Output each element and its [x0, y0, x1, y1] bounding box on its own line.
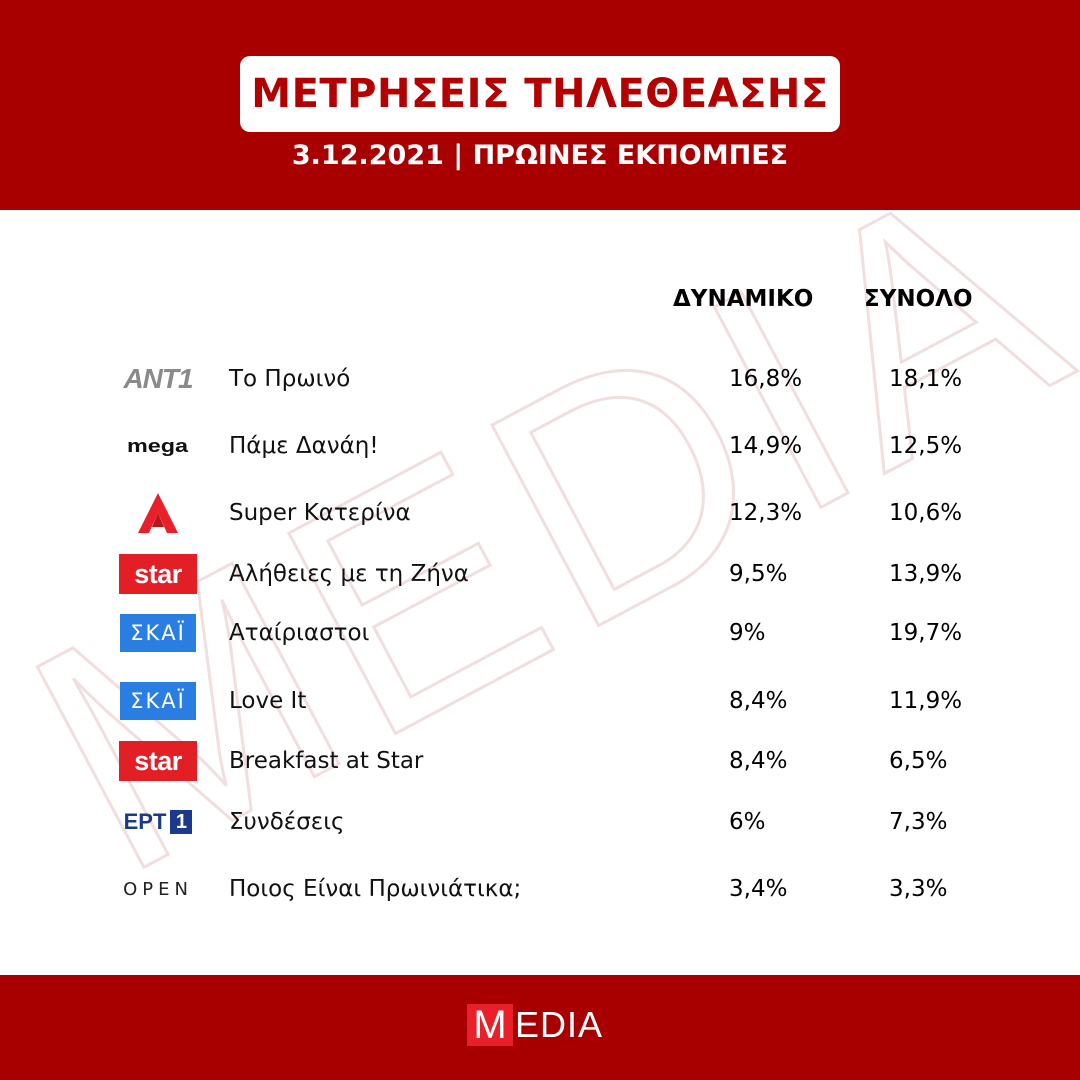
- show-name: Πάμε Δανάη!: [229, 433, 379, 459]
- media-logo: M EDIA: [467, 1003, 604, 1047]
- show-name: Συνδέσεις: [229, 809, 345, 835]
- table-row: star Αλήθειες με τη Ζήνα 9,5% 13,9%: [0, 549, 1080, 599]
- dynamiko-value: 6%: [729, 809, 766, 835]
- dynamiko-value: 12,3%: [729, 500, 803, 526]
- mega-logo-icon: mega: [127, 435, 189, 456]
- table-row: OPEN Ποιος Είναι Πρωινιάτικα; 3,4% 3,3%: [0, 864, 1080, 914]
- synolo-value: 3,3%: [889, 876, 948, 902]
- dynamiko-value: 8,4%: [729, 688, 788, 714]
- skai-logo-icon: ΣΚΑΪ: [115, 681, 201, 721]
- synolo-value: 11,9%: [889, 688, 963, 714]
- media-logo-initial: M: [467, 1003, 513, 1047]
- synolo-value: 10,6%: [889, 500, 963, 526]
- skai-logo-icon: ΣΚΑΪ: [115, 613, 201, 653]
- show-name: Το Πρωινό: [229, 366, 351, 392]
- table-row: ΣΚΑΪ Love It 8,4% 11,9%: [0, 676, 1080, 726]
- dynamiko-value: 9%: [729, 620, 766, 646]
- show-name: Love It: [229, 688, 307, 714]
- show-name: Αταίριαστοι: [229, 620, 370, 646]
- ert1-logo-icon: ΕΡΤ 1: [115, 802, 201, 842]
- synolo-value: 13,9%: [889, 561, 963, 587]
- column-header-synolo: ΣΥΝΟΛΟ: [864, 286, 973, 312]
- column-header-dynamiko: ΔΥΝΑΜΙΚΟ: [673, 286, 814, 312]
- table-row: mega Πάμε Δανάη! 14,9% 12,5%: [0, 421, 1080, 471]
- synolo-value: 18,1%: [889, 366, 963, 392]
- synolo-value: 7,3%: [889, 809, 948, 835]
- star-logo-icon: star: [115, 741, 201, 781]
- dynamiko-value: 3,4%: [729, 876, 788, 902]
- dynamiko-value: 8,4%: [729, 748, 788, 774]
- show-name: Super Κατερίνα: [229, 500, 411, 526]
- table-row: ΕΡΤ 1 Συνδέσεις 6% 7,3%: [0, 797, 1080, 847]
- alpha-logo-icon: [115, 493, 201, 533]
- show-name: Ποιος Είναι Πρωινιάτικα;: [229, 876, 522, 902]
- table-row: ANT1 Το Πρωινό 16,8% 18,1%: [0, 354, 1080, 404]
- page-title: ΜΕΤΡΗΣΕΙΣ ΤΗΛΕΘΕΑΣΗΣ: [251, 71, 829, 117]
- table-row: star Breakfast at Star 8,4% 6,5%: [0, 736, 1080, 786]
- footer-banner: [0, 975, 1080, 1080]
- open-logo-icon: OPEN: [123, 878, 193, 900]
- star-logo-icon: star: [115, 554, 201, 594]
- header-banner: ΜΕΤΡΗΣΕΙΣ ΤΗΛΕΘΕΑΣΗΣ 3.12.2021 | ΠΡΩΙΝΕΣ…: [0, 0, 1080, 210]
- synolo-value: 6,5%: [889, 748, 948, 774]
- show-name: Breakfast at Star: [229, 748, 424, 774]
- table-row: ΣΚΑΪ Αταίριαστοι 9% 19,7%: [0, 608, 1080, 658]
- media-logo-text: EDIA: [515, 1004, 604, 1045]
- dynamiko-value: 16,8%: [729, 366, 803, 392]
- page-subtitle: 3.12.2021 | ΠΡΩΙΝΕΣ ΕΚΠΟΜΠΕΣ: [291, 140, 789, 171]
- dynamiko-value: 9,5%: [729, 561, 788, 587]
- synolo-value: 19,7%: [889, 620, 963, 646]
- dynamiko-value: 14,9%: [729, 433, 803, 459]
- ant1-logo-icon: ANT1: [123, 363, 193, 394]
- table-row: Super Κατερίνα 12,3% 10,6%: [0, 488, 1080, 538]
- title-box: ΜΕΤΡΗΣΕΙΣ ΤΗΛΕΘΕΑΣΗΣ: [240, 56, 840, 132]
- show-name: Αλήθειες με τη Ζήνα: [229, 561, 469, 587]
- synolo-value: 12,5%: [889, 433, 963, 459]
